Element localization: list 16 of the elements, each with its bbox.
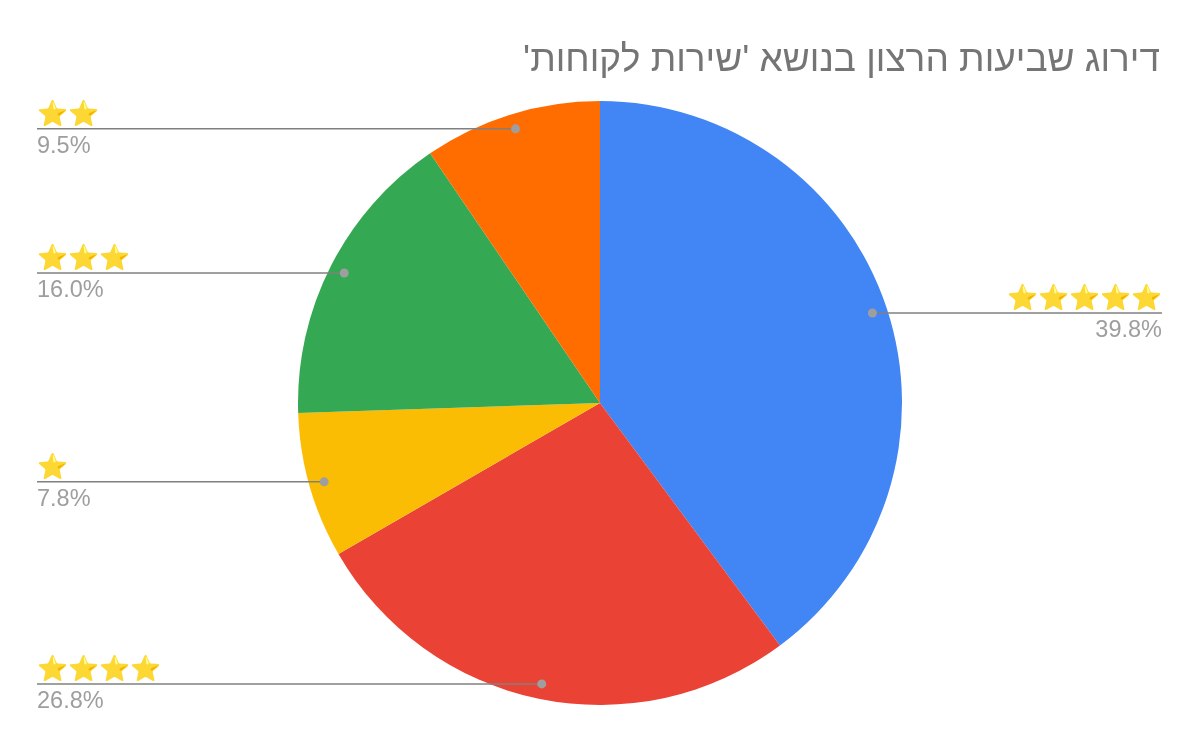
data-label: 9.5% — [37, 131, 91, 158]
slice-label: ⭐⭐⭐⭐ — [37, 653, 161, 683]
pie-slice — [298, 153, 600, 413]
pie-slice — [430, 101, 600, 403]
pie-slice — [600, 101, 902, 646]
data-label: 39.8% — [1095, 315, 1163, 342]
data-label: 7.8% — [37, 484, 91, 511]
slice-label: ⭐⭐⭐ — [37, 243, 130, 273]
pie-slice — [338, 403, 780, 705]
slice-label: ⭐⭐ — [37, 98, 99, 128]
data-label: 16.0% — [37, 276, 104, 303]
slice-label: ⭐⭐⭐⭐⭐ — [1007, 282, 1162, 312]
chart-title: דירוג שביעות הרצון בנושא 'שירות לקוחות' — [523, 38, 1160, 79]
pie-slice — [298, 403, 600, 554]
data-label: 26.8% — [37, 686, 104, 713]
slice-label: ⭐ — [37, 451, 68, 481]
